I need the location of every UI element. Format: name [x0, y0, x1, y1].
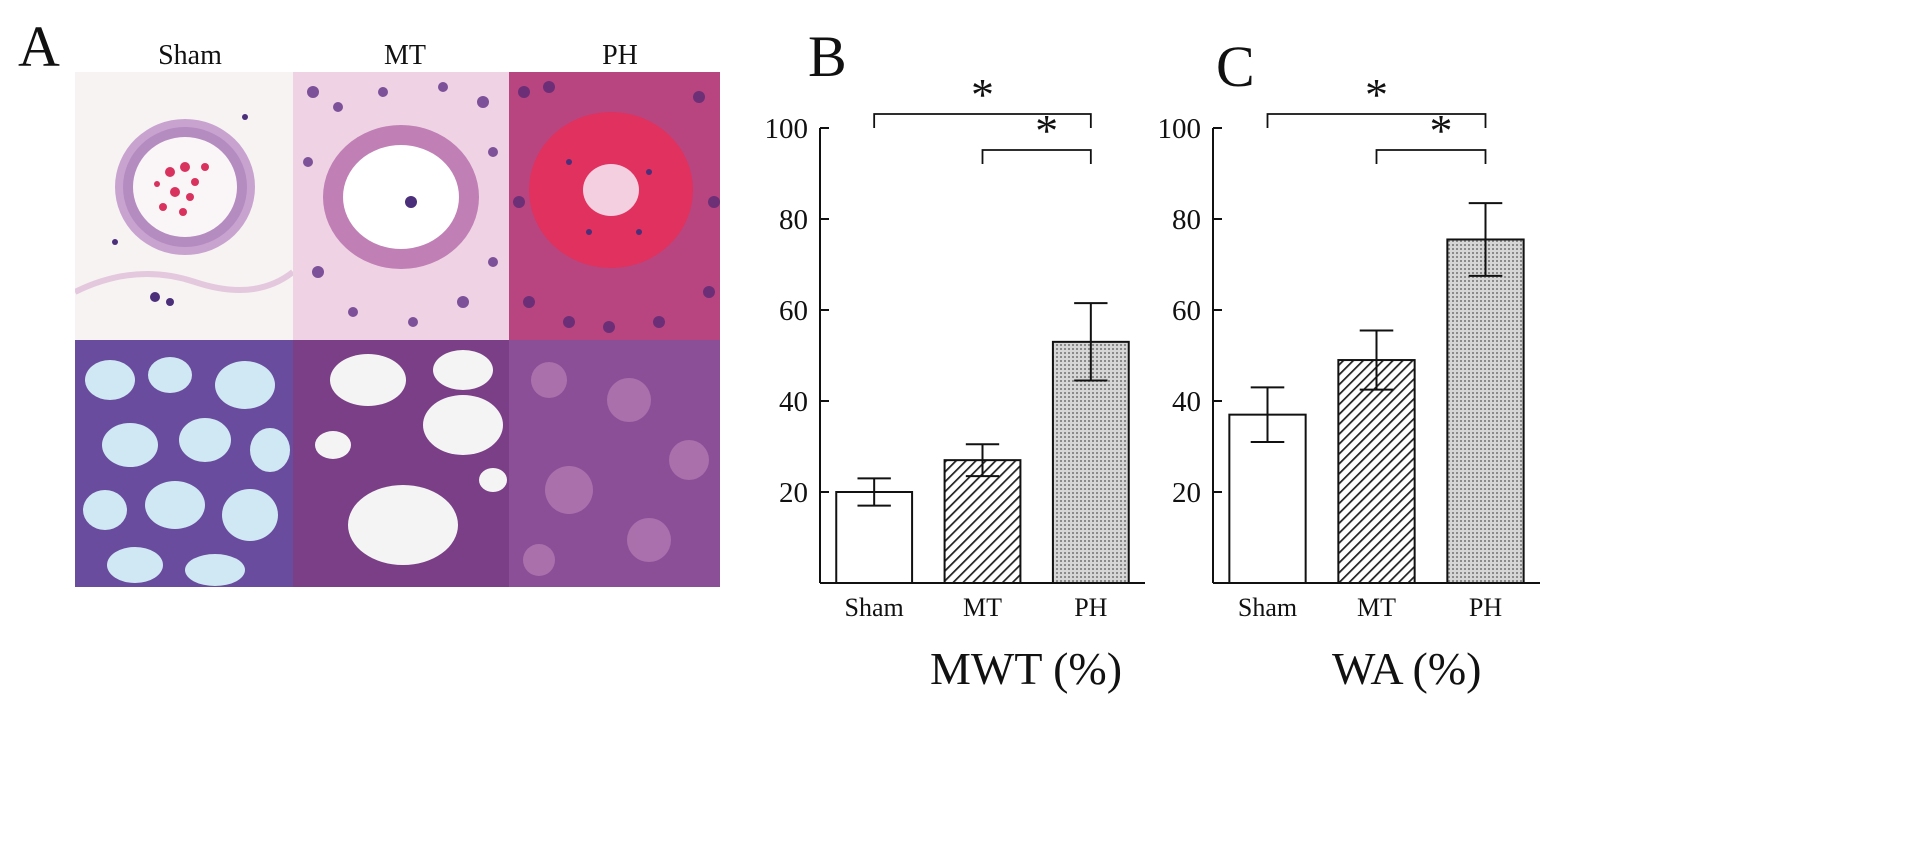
- panel-a-letter: A: [18, 14, 60, 79]
- y-tick-label: 60: [1172, 295, 1201, 327]
- x-tick-label: Sham: [845, 593, 904, 622]
- chart-b-xlabel: MWT (%): [930, 643, 1123, 694]
- y-tick-label: 100: [765, 113, 809, 145]
- micrograph-mt-alveoli: [293, 340, 509, 587]
- micrograph-sham-vessel: [75, 72, 293, 340]
- significance-star: *: [1035, 105, 1058, 156]
- y-tick-label: 40: [1172, 386, 1201, 418]
- bar-ph: [1051, 340, 1130, 584]
- y-tick-label: 80: [1172, 204, 1201, 236]
- micrograph-ph-alveoli: [509, 340, 720, 587]
- significance-star: *: [971, 69, 994, 120]
- bar-ph: [1446, 238, 1525, 584]
- y-tick-label: 80: [779, 204, 808, 236]
- y-tick-label: 100: [1158, 113, 1202, 145]
- x-tick-label: PH: [1469, 593, 1502, 622]
- chart-b: 20 40 60 80 100 Sham MT PH * *: [765, 69, 1145, 622]
- x-tick-label: MT: [1357, 593, 1396, 622]
- micrograph-sham-alveoli: [75, 340, 293, 587]
- y-tick-label: 20: [779, 477, 808, 509]
- bar-mt: [943, 459, 1022, 584]
- significance-bracket: [981, 149, 1092, 164]
- column-title-ph: PH: [602, 40, 638, 71]
- significance-star: *: [1365, 69, 1388, 120]
- significance-bracket: [1266, 113, 1487, 128]
- bar-mt: [1337, 359, 1416, 584]
- significance-star: *: [1430, 105, 1453, 156]
- micrograph-mt-vessel: [293, 72, 509, 340]
- micrograph-ph-vessel: [509, 72, 720, 340]
- panel-c-letter: C: [1216, 34, 1255, 99]
- column-title-mt: MT: [384, 40, 426, 71]
- chart-c: 20 40 60 80 100 Sham MT PH * *: [1158, 69, 1540, 622]
- chart-c-xlabel: WA (%): [1332, 643, 1482, 694]
- x-tick-label: Sham: [1238, 593, 1297, 622]
- panel-b-letter: B: [808, 24, 847, 89]
- y-tick-label: 60: [779, 295, 808, 327]
- column-title-sham: Sham: [158, 40, 222, 71]
- y-tick-label: 40: [779, 386, 808, 418]
- significance-bracket: [873, 113, 1092, 128]
- x-tick-label: MT: [963, 593, 1002, 622]
- y-tick-label: 20: [1172, 477, 1201, 509]
- significance-bracket: [1375, 149, 1487, 164]
- x-tick-label: PH: [1074, 593, 1107, 622]
